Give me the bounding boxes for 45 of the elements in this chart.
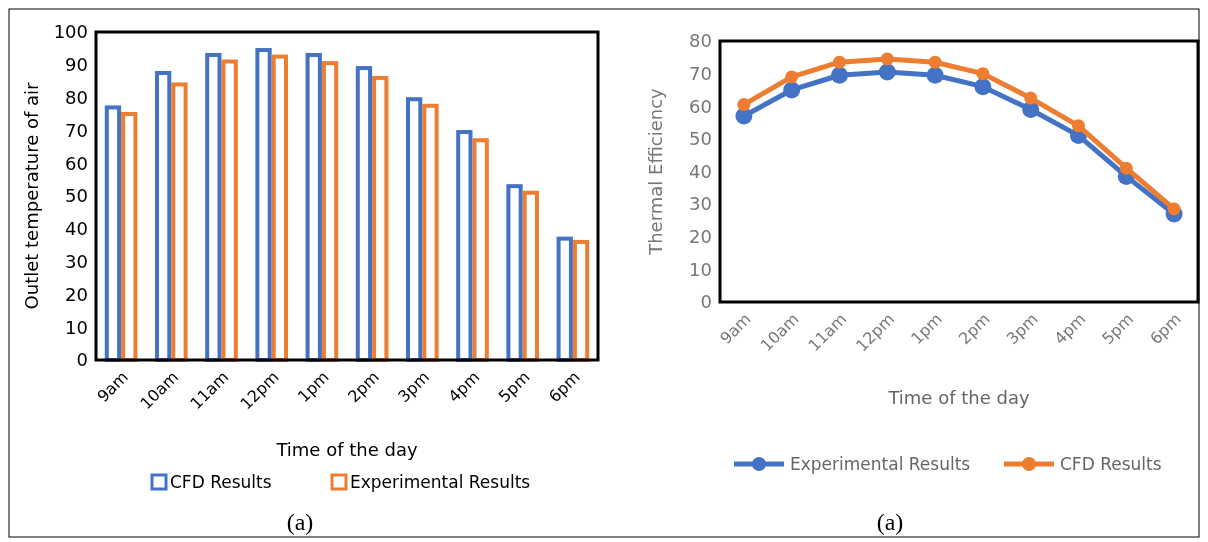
point bbox=[880, 52, 894, 66]
y-tick-label: 30 bbox=[65, 250, 88, 272]
point bbox=[1119, 161, 1133, 175]
y-axis-title: Outlet temperature of air bbox=[21, 81, 42, 310]
y-tick-label: 80 bbox=[689, 30, 712, 52]
y-tick-label: 50 bbox=[65, 185, 88, 207]
point bbox=[1072, 119, 1085, 133]
x-axis-title: Time of the day bbox=[887, 387, 1030, 408]
point bbox=[785, 70, 799, 84]
point bbox=[1024, 91, 1038, 105]
y-tick-label: 0 bbox=[76, 349, 88, 371]
y-tick-label: 10 bbox=[689, 258, 712, 280]
y-axis-title: Thermal Efficiency bbox=[645, 87, 666, 256]
x-axis-title: Time of the day bbox=[275, 439, 418, 460]
y-tick-label: 30 bbox=[689, 193, 712, 215]
legend-label: CFD Results bbox=[170, 471, 272, 492]
point bbox=[737, 98, 751, 112]
y-tick-label: 20 bbox=[689, 226, 712, 248]
y-tick-label: 10 bbox=[65, 316, 88, 338]
y-tick-label: 0 bbox=[700, 291, 712, 313]
point bbox=[976, 67, 990, 81]
text: (a) bbox=[286, 509, 314, 535]
y-tick-label: 100 bbox=[53, 21, 88, 43]
legend-label: Experimental Results bbox=[350, 471, 531, 492]
point bbox=[878, 63, 896, 81]
point bbox=[1167, 202, 1181, 216]
y-tick-label: 70 bbox=[689, 62, 712, 84]
point bbox=[831, 66, 848, 84]
y-tick-label: 70 bbox=[65, 119, 88, 141]
point bbox=[833, 55, 846, 69]
legend-label: CFD Results bbox=[1060, 453, 1162, 474]
y-tick-label: 90 bbox=[65, 54, 88, 76]
legend-label: Experimental Results bbox=[790, 453, 971, 474]
y-tick-label: 60 bbox=[65, 152, 88, 174]
y-tick-label: 20 bbox=[65, 283, 88, 305]
y-tick-label: 80 bbox=[65, 86, 88, 108]
y-tick-label: 60 bbox=[689, 95, 712, 117]
text: (a) bbox=[876, 509, 904, 535]
point bbox=[926, 66, 944, 84]
y-tick-label: 40 bbox=[65, 218, 88, 240]
y-tick-label: 40 bbox=[689, 160, 712, 182]
point bbox=[974, 78, 992, 96]
point bbox=[928, 55, 942, 69]
point bbox=[783, 81, 801, 99]
y-tick-label: 50 bbox=[689, 128, 712, 150]
